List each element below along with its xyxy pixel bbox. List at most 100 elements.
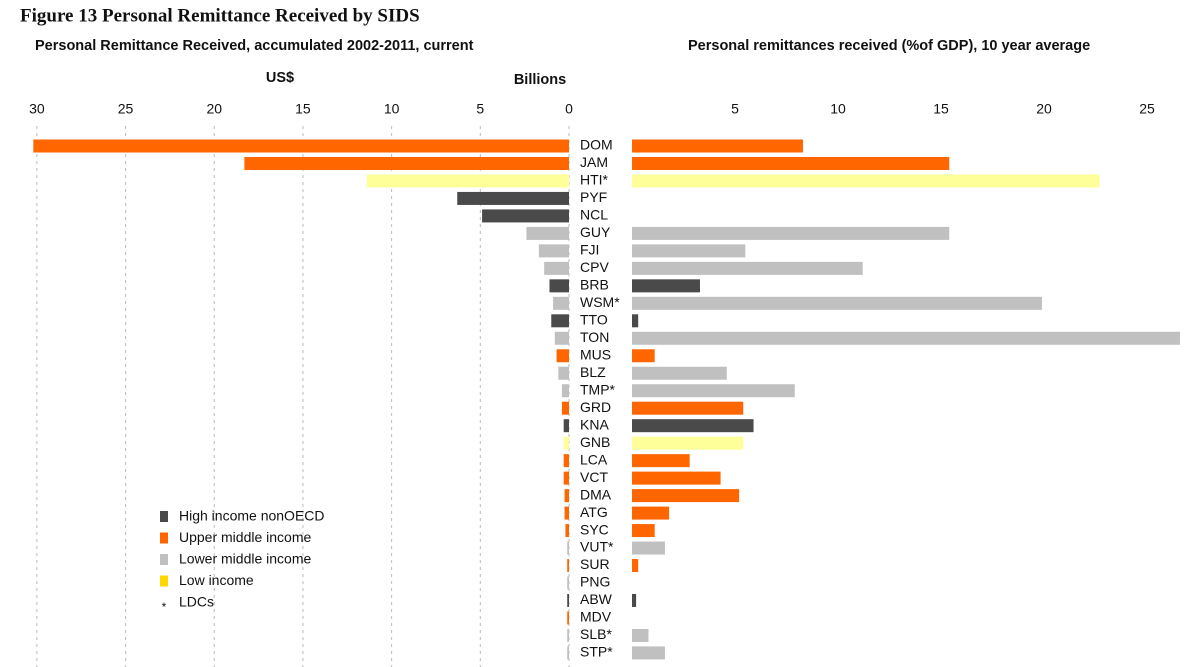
bar — [563, 419, 569, 433]
category-label: DOM — [580, 137, 613, 153]
bar — [632, 226, 950, 240]
bar — [556, 349, 569, 363]
category-label: SLB* — [580, 626, 612, 642]
bar — [632, 139, 803, 153]
bar — [632, 401, 744, 415]
bar — [632, 559, 639, 573]
category-label: GUY — [580, 224, 611, 240]
bar — [561, 384, 569, 398]
bar — [632, 314, 639, 328]
bar — [632, 593, 637, 607]
x-tick-label: 30 — [29, 101, 45, 117]
bar — [558, 366, 569, 380]
bar — [632, 454, 690, 468]
category-label: HTI* — [580, 172, 609, 188]
category-label: MUS — [580, 346, 611, 362]
bar — [526, 226, 569, 240]
bar — [632, 384, 795, 398]
category-label: ATG — [580, 504, 608, 520]
bar — [632, 541, 665, 555]
category-label: SYC — [580, 521, 609, 537]
bar — [563, 436, 569, 450]
category-label: CPV — [580, 259, 609, 275]
bar — [33, 139, 570, 153]
bar — [632, 174, 1100, 188]
category-label: ABW — [580, 591, 613, 607]
bar — [565, 524, 569, 538]
bar — [632, 436, 744, 450]
bar — [567, 611, 569, 625]
bar — [538, 244, 569, 258]
category-label: GNB — [580, 434, 610, 450]
bar — [632, 349, 655, 363]
x-tick-label: 25 — [118, 101, 134, 117]
bar — [553, 296, 569, 310]
x-tick-label: 20 — [206, 101, 222, 117]
x-tick-label: 10 — [830, 101, 846, 117]
category-label: PNG — [580, 574, 610, 590]
x-tick-label: 15 — [933, 101, 949, 117]
x-tick-label: 15 — [295, 101, 311, 117]
category-label: SUR — [580, 556, 610, 572]
category-label: LCA — [580, 451, 608, 467]
bar — [632, 156, 950, 170]
bar — [549, 279, 569, 293]
bar — [366, 174, 569, 188]
bar — [544, 261, 569, 275]
bar — [563, 454, 569, 468]
legend-swatch — [160, 511, 168, 522]
figure-title: Figure 13 Personal Remittance Received b… — [20, 5, 420, 26]
category-label: MDV — [580, 609, 612, 625]
x-tick-label: 20 — [1036, 101, 1052, 117]
bar — [551, 314, 569, 328]
category-label: BLZ — [580, 364, 606, 380]
bar — [561, 401, 569, 415]
category-label: WSM* — [580, 294, 620, 310]
bar — [632, 628, 649, 642]
category-label: PYF — [580, 189, 607, 205]
bar — [632, 331, 1180, 345]
right-title: Personal remittances received (%of GDP),… — [688, 38, 1090, 54]
category-label: JAM — [580, 154, 608, 170]
category-label: GRD — [580, 399, 611, 415]
bar — [632, 419, 754, 433]
bar — [632, 261, 863, 275]
category-label: TTO — [580, 312, 608, 328]
bar — [632, 471, 721, 485]
bar — [632, 366, 727, 380]
legend-swatch — [160, 575, 168, 587]
x-tick-label: 5 — [476, 101, 484, 117]
bar — [567, 628, 569, 642]
legend-swatch — [160, 554, 168, 565]
category-label: VCT — [580, 469, 608, 485]
bar — [632, 489, 740, 503]
category-label: VUT* — [580, 539, 614, 555]
x-tick-label: 5 — [731, 101, 739, 117]
legend-swatch — [160, 532, 168, 544]
category-label: STP* — [580, 644, 613, 660]
x-tick-label: 25 — [1139, 101, 1155, 117]
bar — [482, 209, 569, 223]
bar — [554, 331, 569, 345]
legend-label: Upper middle income — [179, 529, 311, 545]
left-title: Personal Remittance Received, accumulate… — [35, 38, 474, 54]
bar — [632, 524, 655, 538]
bar — [567, 576, 569, 590]
bar — [564, 489, 569, 503]
bar — [632, 244, 746, 258]
bar — [567, 646, 569, 660]
category-label: TMP* — [580, 381, 616, 397]
bar — [632, 506, 670, 520]
x-tick-label: 10 — [384, 101, 400, 117]
category-label: KNA — [580, 416, 609, 432]
legend-label: LDCs — [179, 594, 214, 610]
bar — [567, 541, 569, 555]
category-label: TON — [580, 329, 609, 345]
left-unit: US$ — [266, 70, 294, 86]
category-label: NCL — [580, 207, 608, 223]
legend-label: Lower middle income — [179, 551, 311, 567]
x-tick-label: 0 — [565, 101, 573, 117]
category-label: BRB — [580, 277, 609, 293]
category-label: DMA — [580, 486, 612, 502]
